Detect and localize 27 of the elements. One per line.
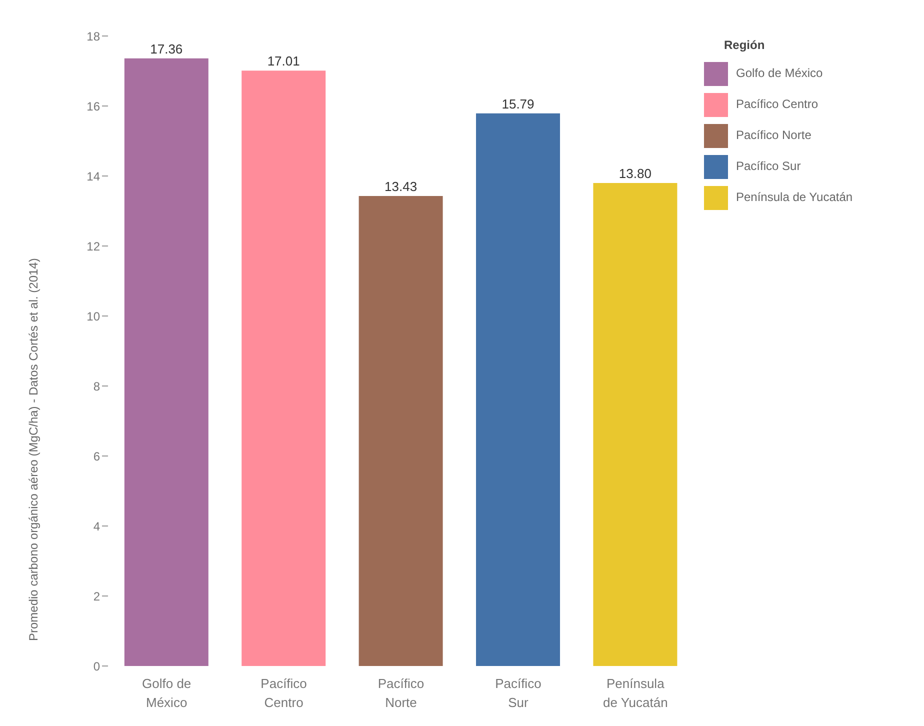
data-label: 15.79 xyxy=(502,96,534,112)
y-tick-label: 14 xyxy=(86,169,100,184)
x-tick-label: Pacífico Norte xyxy=(378,676,424,710)
legend-label: Pacífico Sur xyxy=(736,159,801,173)
y-tick-label: 2 xyxy=(93,589,100,604)
data-label: 13.43 xyxy=(384,178,418,194)
data-label: 17.01 xyxy=(267,54,300,69)
y-tick-label: 6 xyxy=(93,449,100,464)
legend-label: Península de Yucatán xyxy=(736,190,853,204)
legend-label: Pacífico Centro xyxy=(736,97,818,111)
legend-label: Golfo de México xyxy=(736,66,823,80)
legend-label: Pacífico Norte xyxy=(736,128,812,142)
x-tick-label: Península de Yucatán xyxy=(602,676,668,710)
y-tick-label: 4 xyxy=(93,519,100,534)
y-tick-label: 10 xyxy=(86,309,100,324)
data-label: 17.36 xyxy=(150,41,183,56)
y-tick-label: 16 xyxy=(86,99,100,114)
y-tick-label: 0 xyxy=(93,659,100,674)
y-tick-label: 18 xyxy=(86,29,100,44)
y-tick-label: 8 xyxy=(93,379,100,394)
y-axis-title: Promedio carbono orgánico aéreo (MgC/ha) - Datos Cortés et al. (2014) xyxy=(26,258,40,641)
x-tick-label: Pacífico Sur xyxy=(495,676,542,710)
data-label: 13.80 xyxy=(618,166,652,181)
y-tick-label: 12 xyxy=(86,239,100,254)
x-tick-label: Golfo de México xyxy=(142,676,192,710)
legend-title: Región xyxy=(724,38,765,52)
x-tick-label: Pacífico Centro xyxy=(260,676,307,710)
